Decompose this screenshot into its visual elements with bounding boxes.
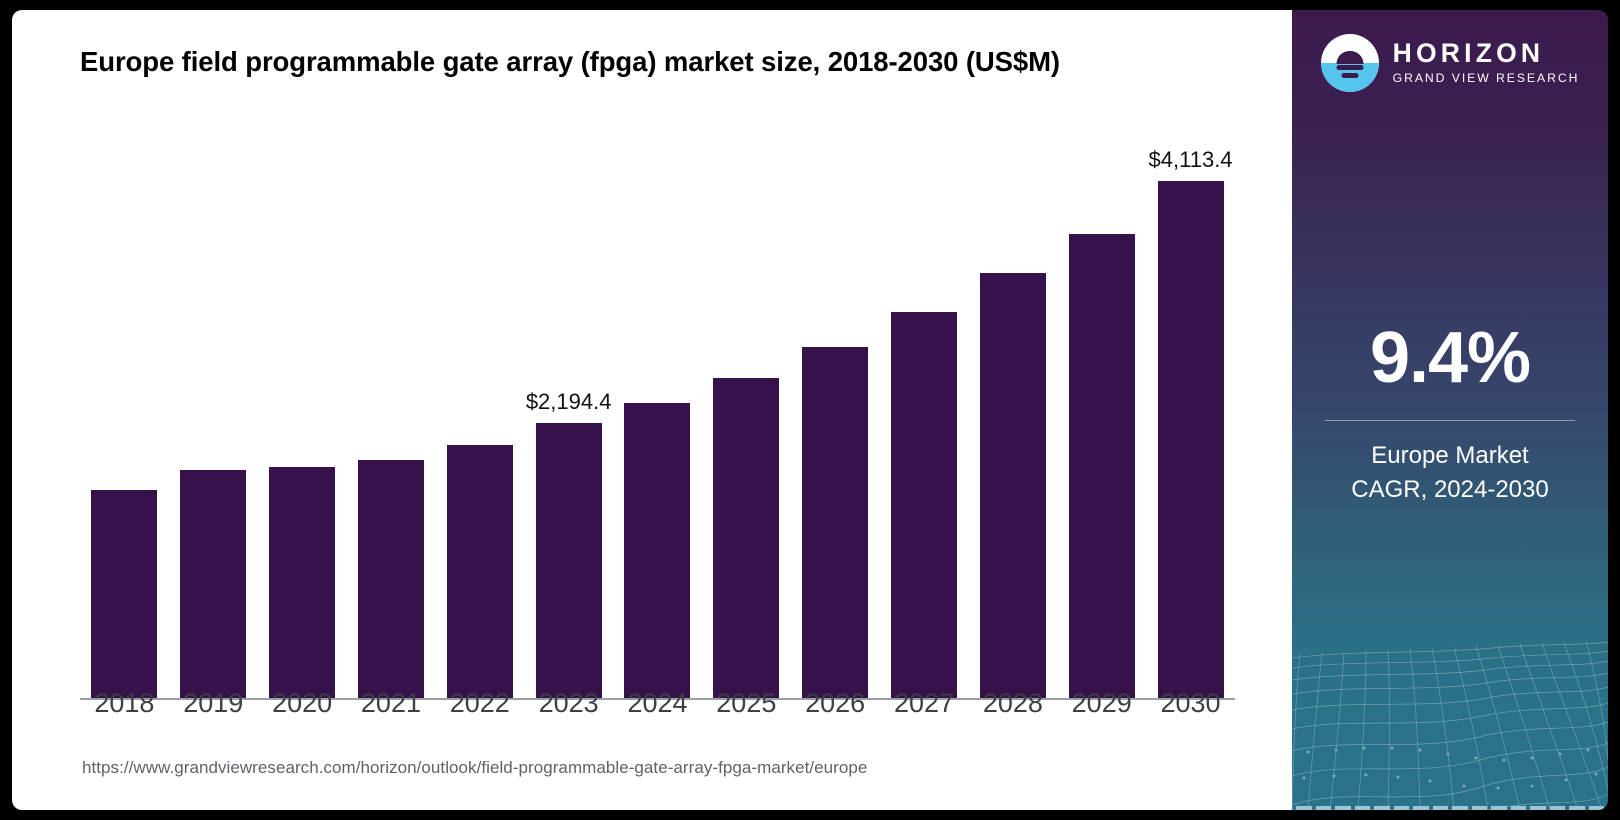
cagr-caption-line2: CAGR, 2024-2030 — [1351, 476, 1549, 504]
x-tick-2022: 2022 — [449, 688, 510, 718]
bar-value-label-2030: $4,113.4 — [1148, 147, 1233, 173]
x-tick-2020: 2020 — [272, 688, 333, 718]
x-tick-2030: 2030 — [1160, 688, 1221, 718]
logo-sun-dome — [1336, 50, 1364, 65]
bar-2030 — [1157, 181, 1224, 700]
bar-2020 — [269, 466, 336, 700]
bar-2029 — [1068, 233, 1135, 700]
bar-2028 — [979, 273, 1046, 700]
x-tick-2021: 2021 — [360, 688, 421, 718]
x-tick-2019: 2019 — [183, 688, 244, 718]
bar-slot: $2,194.4 — [524, 145, 613, 700]
wireframe-mesh-decoration — [1292, 640, 1608, 810]
bar-slot — [1057, 145, 1146, 700]
cagr-caption-line1: Europe Market — [1371, 442, 1529, 469]
bar-2018 — [91, 489, 158, 700]
bar-slot — [169, 145, 258, 700]
bar-slot — [347, 145, 436, 700]
bar-2025 — [713, 377, 780, 700]
bar-series: $2,194.4 $4,113.4 — [80, 145, 1235, 700]
x-axis-line — [80, 698, 1235, 700]
bar-slot — [968, 145, 1057, 700]
x-tick-2023: 2023 — [538, 688, 599, 718]
bar-2019 — [180, 469, 247, 700]
bar-2027 — [891, 312, 958, 700]
bar-slot — [258, 145, 347, 700]
bar-slot — [702, 145, 791, 700]
x-tick-2024: 2024 — [627, 688, 688, 718]
x-tick-2027: 2027 — [893, 688, 955, 718]
bar-2024 — [624, 403, 691, 700]
bar-chart-plot: $2,194.4 $4,113.4 — [80, 130, 1235, 700]
x-tick-2028: 2028 — [982, 688, 1043, 718]
bar-2022 — [446, 444, 513, 700]
bar-2021 — [357, 459, 424, 700]
horizon-sunrise-logo-icon — [1320, 34, 1379, 92]
x-axis-tick-labels: 2018 2019 2020 2021 2022 2023 2024 2025 2026 2027… — [80, 688, 1235, 719]
brand-sidebar: HORIZON GRAND VIEW RESEARCH 9.4% Europe … — [1292, 10, 1608, 810]
bottom-tick-strip — [1292, 800, 1608, 810]
brand-subtitle: GRAND VIEW RESEARCH — [1392, 71, 1580, 86]
bar-slot — [435, 145, 524, 700]
x-tick-2025: 2025 — [716, 688, 777, 718]
bar-2026 — [802, 346, 869, 700]
x-tick-2026: 2026 — [805, 688, 866, 718]
cagr-value: 9.4% — [1369, 318, 1531, 398]
brand-name: HORIZON — [1392, 37, 1545, 68]
logo-bar-long — [1336, 64, 1364, 70]
bar-slot — [80, 145, 169, 700]
chart-card: Europe field programmable gate array (fp… — [12, 10, 1292, 810]
bar-slot — [613, 145, 702, 700]
brand-text: HORIZON GRAND VIEW RESEARCH — [1392, 37, 1580, 88]
x-tick-2029: 2029 — [1071, 688, 1132, 718]
page-title: Europe field programmable gate array (fp… — [80, 46, 1060, 77]
bar-2023 — [535, 423, 602, 700]
bar-value-label-2023: $2,194.4 — [525, 389, 612, 415]
bar-slot — [880, 145, 969, 700]
cagr-block: 9.4% Europe Market CAGR, 2024-2030 — [1292, 322, 1608, 507]
bar-slot — [791, 145, 880, 700]
bar-slot: $4,113.4 — [1146, 145, 1235, 700]
cagr-divider — [1325, 420, 1575, 421]
source-url[interactable]: https://www.grandviewresearch.com/horizo… — [82, 758, 868, 777]
x-tick-2018: 2018 — [94, 688, 155, 718]
brand-header: HORIZON GRAND VIEW RESEARCH — [1292, 34, 1608, 92]
logo-bar-short — [1341, 73, 1359, 79]
